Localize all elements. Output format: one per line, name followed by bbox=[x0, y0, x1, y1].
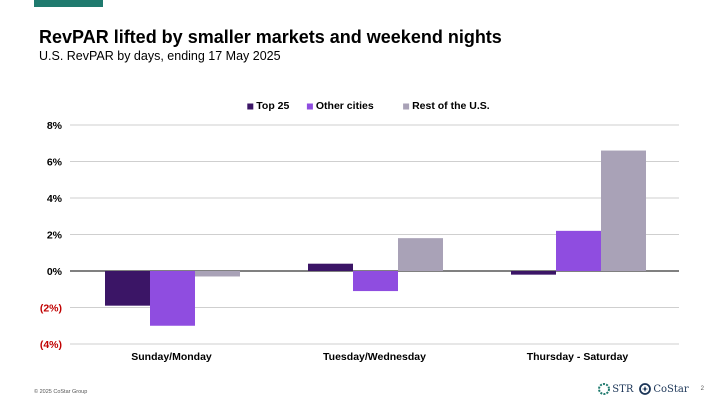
footer-logos: STR CoStar 2 bbox=[598, 383, 704, 395]
legend-swatch bbox=[247, 103, 254, 110]
legend-swatch bbox=[306, 103, 313, 110]
y-tick-label: (4%) bbox=[40, 339, 62, 351]
bar bbox=[511, 271, 556, 275]
legend-swatch bbox=[403, 103, 410, 110]
legend-label: Top 25 bbox=[256, 100, 289, 112]
x-tick-label: Thursday - Saturday bbox=[527, 351, 629, 363]
bar bbox=[601, 150, 646, 271]
bar bbox=[105, 271, 150, 306]
page-subtitle: U.S. RevPAR by days, ending 17 May 2025 bbox=[39, 49, 281, 63]
bar bbox=[150, 271, 195, 326]
x-tick-label: Sunday/Monday bbox=[131, 351, 212, 363]
bar bbox=[308, 263, 353, 271]
page-number: 2 bbox=[700, 386, 704, 392]
str-logo: STR bbox=[598, 383, 633, 395]
bar bbox=[398, 238, 443, 271]
y-tick-label: 6% bbox=[47, 157, 63, 169]
bar bbox=[195, 271, 240, 277]
x-tick-label: Tuesday/Wednesday bbox=[323, 351, 426, 363]
legend-label: Rest of the U.S. bbox=[412, 100, 490, 112]
bar bbox=[556, 230, 601, 271]
y-tick-label: 0% bbox=[47, 266, 63, 278]
costar-logo-icon bbox=[639, 383, 652, 395]
accent-bar bbox=[34, 0, 103, 7]
str-logo-text: STR bbox=[612, 383, 634, 395]
bar bbox=[353, 271, 398, 292]
str-logo-icon bbox=[598, 383, 611, 395]
y-tick-label: 2% bbox=[47, 230, 63, 242]
page-title: RevPAR lifted by smaller markets and wee… bbox=[39, 27, 502, 47]
costar-logo: CoStar bbox=[639, 383, 689, 395]
y-tick-label: 4% bbox=[47, 193, 63, 205]
legend-label: Other cities bbox=[316, 100, 374, 112]
copyright: © 2025 CoStar Group bbox=[34, 389, 88, 395]
y-tick-label: 8% bbox=[47, 120, 63, 132]
costar-logo-text: CoStar bbox=[653, 383, 689, 395]
y-tick-label: (2%) bbox=[40, 303, 62, 315]
